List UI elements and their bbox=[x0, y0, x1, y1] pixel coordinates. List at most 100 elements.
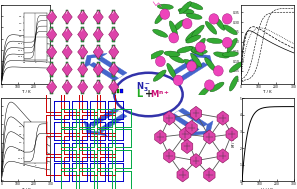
Text: $\mathbf{M^{n+}}$: $\mathbf{M^{n+}}$ bbox=[150, 88, 170, 100]
Circle shape bbox=[204, 80, 214, 90]
Polygon shape bbox=[93, 63, 103, 76]
Ellipse shape bbox=[169, 21, 178, 36]
Ellipse shape bbox=[167, 63, 176, 78]
Bar bbox=[97, 129, 113, 147]
Bar bbox=[50, 80, 53, 94]
Bar bbox=[108, 122, 123, 140]
Bar bbox=[50, 27, 53, 42]
Polygon shape bbox=[62, 28, 72, 41]
Polygon shape bbox=[170, 53, 213, 81]
Bar bbox=[46, 157, 61, 175]
Polygon shape bbox=[62, 45, 72, 59]
Bar bbox=[66, 27, 69, 42]
Bar bbox=[50, 62, 53, 77]
Polygon shape bbox=[84, 53, 127, 81]
Bar bbox=[46, 115, 61, 133]
Bar bbox=[61, 109, 76, 127]
Bar bbox=[66, 10, 69, 24]
Bar bbox=[72, 122, 87, 140]
Bar bbox=[116, 129, 131, 147]
Bar bbox=[61, 150, 76, 168]
Polygon shape bbox=[78, 80, 88, 94]
Bar bbox=[61, 129, 76, 147]
Bar bbox=[82, 136, 97, 154]
Ellipse shape bbox=[186, 30, 198, 41]
Bar bbox=[97, 150, 113, 168]
Bar bbox=[66, 45, 69, 59]
Bar bbox=[90, 122, 105, 140]
Bar bbox=[97, 171, 113, 189]
Bar bbox=[79, 150, 94, 168]
Ellipse shape bbox=[191, 49, 207, 54]
Bar bbox=[64, 115, 79, 133]
Bar bbox=[64, 157, 79, 175]
Ellipse shape bbox=[186, 13, 202, 19]
Bar bbox=[108, 143, 123, 161]
Bar bbox=[81, 62, 84, 77]
Circle shape bbox=[213, 66, 223, 76]
Bar bbox=[108, 101, 123, 119]
Ellipse shape bbox=[223, 25, 237, 35]
Bar bbox=[113, 89, 116, 93]
Bar bbox=[64, 136, 79, 154]
Bar bbox=[108, 163, 123, 181]
Ellipse shape bbox=[205, 58, 216, 71]
Bar bbox=[81, 10, 84, 24]
Ellipse shape bbox=[179, 2, 191, 14]
Ellipse shape bbox=[184, 59, 198, 68]
Bar bbox=[53, 143, 69, 161]
Bar bbox=[72, 163, 87, 181]
Bar bbox=[79, 171, 94, 189]
Bar bbox=[90, 143, 105, 161]
Polygon shape bbox=[155, 130, 166, 144]
Bar bbox=[100, 136, 116, 154]
Circle shape bbox=[187, 61, 197, 71]
Bar bbox=[46, 94, 61, 112]
Polygon shape bbox=[174, 57, 207, 78]
Ellipse shape bbox=[153, 29, 168, 37]
Polygon shape bbox=[164, 111, 175, 125]
Bar bbox=[64, 94, 79, 112]
Ellipse shape bbox=[169, 54, 184, 63]
Polygon shape bbox=[90, 111, 123, 132]
Ellipse shape bbox=[214, 52, 229, 58]
Ellipse shape bbox=[214, 16, 225, 30]
Polygon shape bbox=[47, 28, 57, 41]
Bar bbox=[97, 109, 113, 127]
Bar bbox=[116, 171, 131, 189]
Bar bbox=[97, 10, 99, 24]
Polygon shape bbox=[177, 168, 188, 182]
Bar bbox=[66, 62, 69, 77]
Ellipse shape bbox=[229, 62, 243, 72]
Bar bbox=[113, 62, 115, 77]
Polygon shape bbox=[217, 149, 228, 163]
Polygon shape bbox=[204, 168, 215, 182]
Polygon shape bbox=[181, 139, 193, 153]
Ellipse shape bbox=[155, 11, 166, 24]
Bar bbox=[79, 129, 94, 147]
Ellipse shape bbox=[149, 51, 164, 59]
Polygon shape bbox=[90, 57, 123, 78]
Ellipse shape bbox=[172, 20, 184, 32]
Bar bbox=[50, 10, 53, 24]
Polygon shape bbox=[109, 80, 119, 94]
Polygon shape bbox=[84, 108, 127, 136]
Ellipse shape bbox=[222, 52, 238, 57]
Bar bbox=[116, 109, 131, 127]
Ellipse shape bbox=[188, 2, 203, 10]
Bar bbox=[46, 136, 61, 154]
Text: L: L bbox=[136, 89, 143, 99]
Ellipse shape bbox=[227, 38, 237, 52]
Polygon shape bbox=[109, 10, 119, 24]
Polygon shape bbox=[62, 10, 72, 24]
Polygon shape bbox=[47, 45, 57, 59]
Ellipse shape bbox=[198, 85, 211, 98]
Ellipse shape bbox=[177, 46, 192, 53]
Y-axis label: $M$ / $N\mu_B$: $M$ / $N\mu_B$ bbox=[230, 132, 238, 148]
Bar bbox=[113, 27, 115, 42]
Ellipse shape bbox=[192, 25, 204, 37]
X-axis label: T / K: T / K bbox=[22, 187, 30, 189]
Polygon shape bbox=[109, 28, 119, 41]
Ellipse shape bbox=[191, 53, 202, 67]
Bar bbox=[97, 27, 99, 42]
